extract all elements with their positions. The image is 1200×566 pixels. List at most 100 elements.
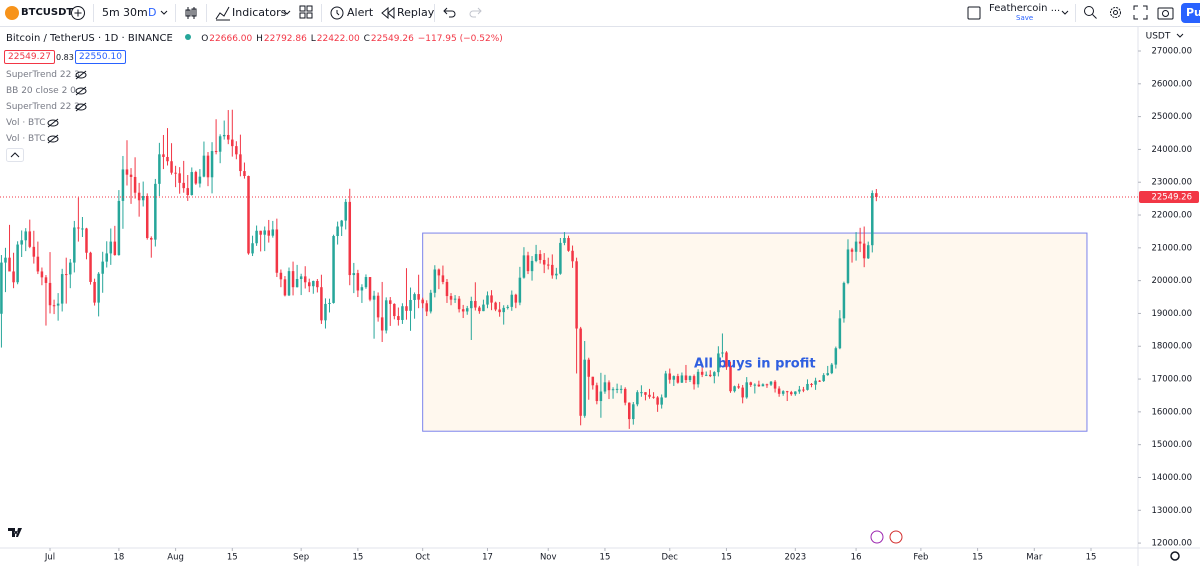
snapshot-icon[interactable] [1157, 5, 1174, 20]
candle-body [745, 382, 748, 398]
currency-caret [1176, 33, 1184, 38]
add-symbol[interactable] [70, 5, 86, 21]
candle-body [834, 348, 838, 365]
interval[interactable]: 5m [102, 6, 120, 19]
last-price-label: 22549.26 [1151, 193, 1192, 203]
candle-body [866, 245, 870, 259]
indicator-name: Vol · BTC [6, 118, 46, 128]
candle-body [401, 306, 404, 321]
alert-icon[interactable] [329, 5, 345, 21]
candle-body [308, 282, 311, 287]
ask[interactable]: 22550.10 [75, 50, 126, 64]
candle-body [798, 389, 801, 392]
candle-body [299, 276, 303, 279]
candle-body [611, 389, 615, 391]
chart-style[interactable] [184, 5, 198, 21]
candle-body [749, 382, 753, 385]
settings-icon[interactable] [1108, 5, 1123, 20]
replay-icon[interactable] [381, 7, 395, 19]
candle-body [632, 404, 635, 420]
candle-body [623, 388, 627, 403]
candle-body [838, 318, 842, 349]
templates-icon[interactable] [299, 5, 313, 19]
fullscreen-icon[interactable] [1133, 5, 1148, 20]
indicator[interactable]: Vol · BTC [6, 118, 45, 128]
alert-button[interactable]: Alert [347, 6, 374, 19]
candle-body [721, 352, 724, 354]
candle-body [461, 309, 465, 312]
x-tick-label: 17 [482, 553, 493, 563]
candle-body [291, 271, 295, 288]
candle-body [275, 229, 279, 273]
candle-body [494, 302, 497, 310]
x-tick-label: 15 [1086, 553, 1097, 563]
spread: 0.83 [56, 53, 74, 62]
candle-body [490, 295, 493, 303]
candle-body [684, 375, 688, 381]
layout-caret[interactable] [1061, 10, 1069, 16]
candle-body [441, 275, 445, 282]
candle-body [24, 231, 27, 241]
candle-body [607, 382, 611, 391]
indicator[interactable]: BB 20 close 2 0 [6, 86, 76, 96]
candle-body [842, 282, 846, 319]
candle-body [336, 226, 339, 237]
symbol[interactable]: BTCUSDT [21, 7, 74, 18]
search-icon[interactable] [1083, 5, 1098, 20]
candle-body [40, 271, 44, 278]
redo[interactable] [468, 6, 482, 18]
candle-body [214, 151, 218, 153]
candle-body [231, 139, 234, 147]
visibility-icons[interactable] [46, 118, 60, 148]
candle-body [482, 304, 485, 312]
bid[interactable]: 22549.27 [4, 50, 55, 64]
y-tick-label: 14000.00 [1151, 473, 1192, 483]
layout-icon[interactable] [967, 6, 981, 20]
interval[interactable]: 30m [123, 6, 148, 19]
y-tick-label: 15000.00 [1151, 440, 1192, 450]
collapse-legend[interactable] [6, 148, 24, 162]
logo-mark [8, 528, 22, 537]
candle-body [769, 381, 773, 385]
currency-label[interactable]: USDT [1146, 32, 1171, 42]
tv-logo[interactable] [6, 524, 26, 540]
candle-body [198, 176, 202, 184]
y-tick-label: 27000.00 [1151, 46, 1192, 56]
indicators-button[interactable]: Indicators [232, 6, 287, 19]
candle-body [567, 237, 570, 251]
candle-body [44, 277, 48, 283]
candle-body [526, 255, 530, 272]
candle-body [368, 277, 372, 300]
candle-body [429, 292, 433, 312]
indicator[interactable]: SuperTrend 22 3 [6, 70, 80, 80]
event-icon[interactable] [870, 530, 884, 544]
x-tick-label: Mar [1026, 553, 1043, 563]
replay-button[interactable]: Replay [397, 6, 435, 19]
indicators-icon[interactable] [215, 5, 231, 21]
y-tick-label: 22000.00 [1151, 211, 1192, 221]
candle-body [627, 402, 631, 420]
undo[interactable] [443, 6, 457, 18]
visibility-icons[interactable] [74, 70, 88, 146]
candle-body [263, 230, 266, 235]
candle-body [421, 299, 424, 304]
layout-name[interactable]: Feathercoin ... [989, 3, 1061, 14]
indicators-caret[interactable] [283, 10, 291, 16]
economic-icon[interactable] [889, 530, 903, 544]
l-label: L [310, 34, 316, 44]
indicator[interactable]: SuperTrend 22 2 [6, 102, 80, 112]
candle-body [510, 294, 514, 307]
candle-body [433, 269, 437, 293]
candle-body [794, 391, 797, 395]
candle-body [761, 384, 765, 387]
candle-body [295, 278, 299, 288]
interval-active[interactable]: D [148, 6, 157, 19]
candle-body [283, 279, 287, 296]
candle-body [206, 155, 210, 178]
indicator[interactable]: Vol · BTC [6, 134, 45, 144]
c-value: 22549.26 [370, 34, 414, 44]
save-button[interactable]: Save [1016, 14, 1034, 22]
interval-caret[interactable] [160, 10, 168, 16]
publish-button[interactable]: Pu [1181, 3, 1200, 23]
settings-icon[interactable] [1170, 551, 1180, 561]
